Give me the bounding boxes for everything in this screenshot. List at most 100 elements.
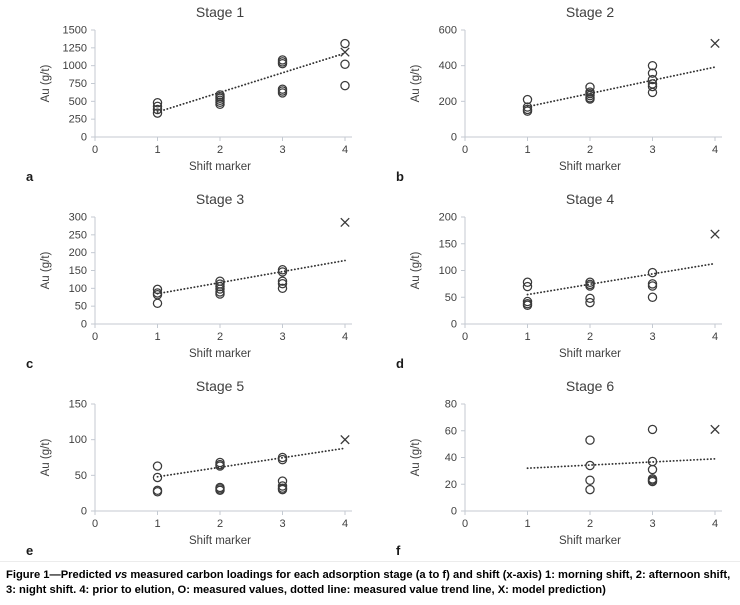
y-tick-label: 400 [439,60,457,72]
scatter-plot-stage-1: 0 250 500 750 1000 1250 1500 0 1 2 3 4 Stage 1 Shift … [26,4,352,184]
trend-line [156,259,346,295]
measured-point [215,99,225,110]
x-tick-label: 0 [462,331,468,343]
measured-point [647,281,658,291]
y-axis-label: Au (g/t) [410,64,422,102]
prediction-x-stroke [710,424,720,435]
measured-point [277,484,288,495]
measured-point [152,101,163,112]
y-tick-label: 50 [75,470,87,482]
x-tick-label: 4 [342,331,348,343]
prediction-x-stroke [340,435,350,445]
prediction-marker [710,424,720,435]
measured-point [340,80,350,91]
chart-title: Stage 2 [566,4,614,20]
y-tick-label: 0 [81,319,87,331]
measured-point [522,300,533,311]
x-tick-label: 2 [587,331,593,343]
measured-point [152,461,163,471]
measured-point [647,81,658,92]
y-tick-label: 150 [69,399,87,411]
measured-point [522,281,533,292]
y-tick-label: 1500 [63,25,87,37]
chart-title: Stage 3 [196,191,244,207]
measured-point [585,484,595,495]
measured-point [522,106,533,116]
panel-letter: e [26,543,33,558]
x-tick-label: 0 [462,518,468,530]
x-tick-label: 3 [649,331,655,343]
prediction-marker [340,435,350,445]
chart-panel-a: 0 250 500 750 1000 1250 1500 0 1 2 3 4 Stage 1 Shift … [0,0,370,187]
y-tick-label: 0 [81,506,87,518]
measured-point [647,60,658,71]
chart-title: Stage 1 [196,4,244,20]
y-tick-label: 20 [445,479,457,491]
y-tick-label: 100 [439,265,457,277]
measured-point [585,293,595,304]
x-axis-label: Shift marker [189,161,251,173]
x-axis-label: Shift marker [189,535,251,547]
x-axis-label: Shift marker [559,535,621,547]
x-tick-label: 3 [279,331,285,343]
measured-point [215,485,225,496]
y-tick-label: 0 [451,506,457,518]
x-tick-label: 3 [279,144,285,156]
y-tick-label: 200 [439,96,457,108]
measured-point [215,284,225,294]
measured-point [277,454,288,465]
measured-point [340,38,350,49]
y-tick-label: 60 [445,425,457,437]
prediction-marker [710,38,720,49]
x-tick-label: 2 [217,331,223,343]
trend-line [526,262,716,296]
measured-point [647,267,658,278]
measured-point [585,435,595,445]
chart-panel-e: 0 50 100 150 0 1 2 3 4 Stage 5 Shift marker Au (g/t… [0,374,370,561]
measured-point [152,104,163,115]
y-tick-label: 50 [75,301,87,313]
prediction-marker [340,217,350,228]
prediction-marker [710,229,720,239]
y-tick-label: 0 [81,132,87,144]
y-tick-label: 250 [69,114,87,126]
measured-point [152,98,163,108]
scatter-plot-stage-5: 0 50 100 150 0 1 2 3 4 Stage 5 Shift marker Au (g/t… [26,378,352,558]
measured-point [585,94,595,104]
x-tick-label: 1 [154,518,160,530]
chart-title: Stage 4 [566,191,614,207]
measured-point [277,278,288,289]
x-tick-label: 2 [587,518,593,530]
caption-prefix: Figure 1—Predicted [6,569,115,581]
measured-point [277,88,288,98]
x-tick-label: 1 [524,144,530,156]
y-axis-label: Au (g/t) [40,64,52,102]
figure-caption: Figure 1—Predicted vs measured carbon lo… [0,561,740,598]
measured-point [277,276,288,286]
x-tick-label: 4 [712,518,718,530]
y-axis-label: Au (g/t) [40,251,52,289]
x-tick-label: 3 [649,144,655,156]
caption-rest: measured carbon loadings for each adsorp… [6,569,731,596]
y-tick-label: 300 [69,212,87,224]
chart-panel-d: 0 50 100 150 200 0 1 2 3 4 Stage 4 Shift marker Au (… [370,187,740,374]
trend-line [526,66,716,108]
measured-point [522,277,533,287]
measured-point [647,292,658,302]
chart-panel-b: 0 200 400 600 0 1 2 3 4 Stage 2 Shift marker Au (g/… [370,0,740,187]
x-tick-label: 4 [712,144,718,156]
prediction-x-stroke [340,217,350,228]
measured-point [277,58,288,69]
measured-point [647,74,658,85]
measured-point [152,487,163,497]
measured-point [585,460,595,471]
y-tick-label: 250 [69,229,87,241]
y-tick-label: 200 [69,247,87,259]
measured-point [647,476,658,487]
chart-panel-c: 0 50 100 150 200 250 300 0 1 2 3 4 Stage 3 Shift mark… [0,187,370,374]
y-tick-label: 150 [439,238,457,250]
panel-letter: b [396,169,404,184]
measured-point [647,68,658,78]
prediction-x-stroke [710,38,720,49]
measured-point [647,87,658,98]
